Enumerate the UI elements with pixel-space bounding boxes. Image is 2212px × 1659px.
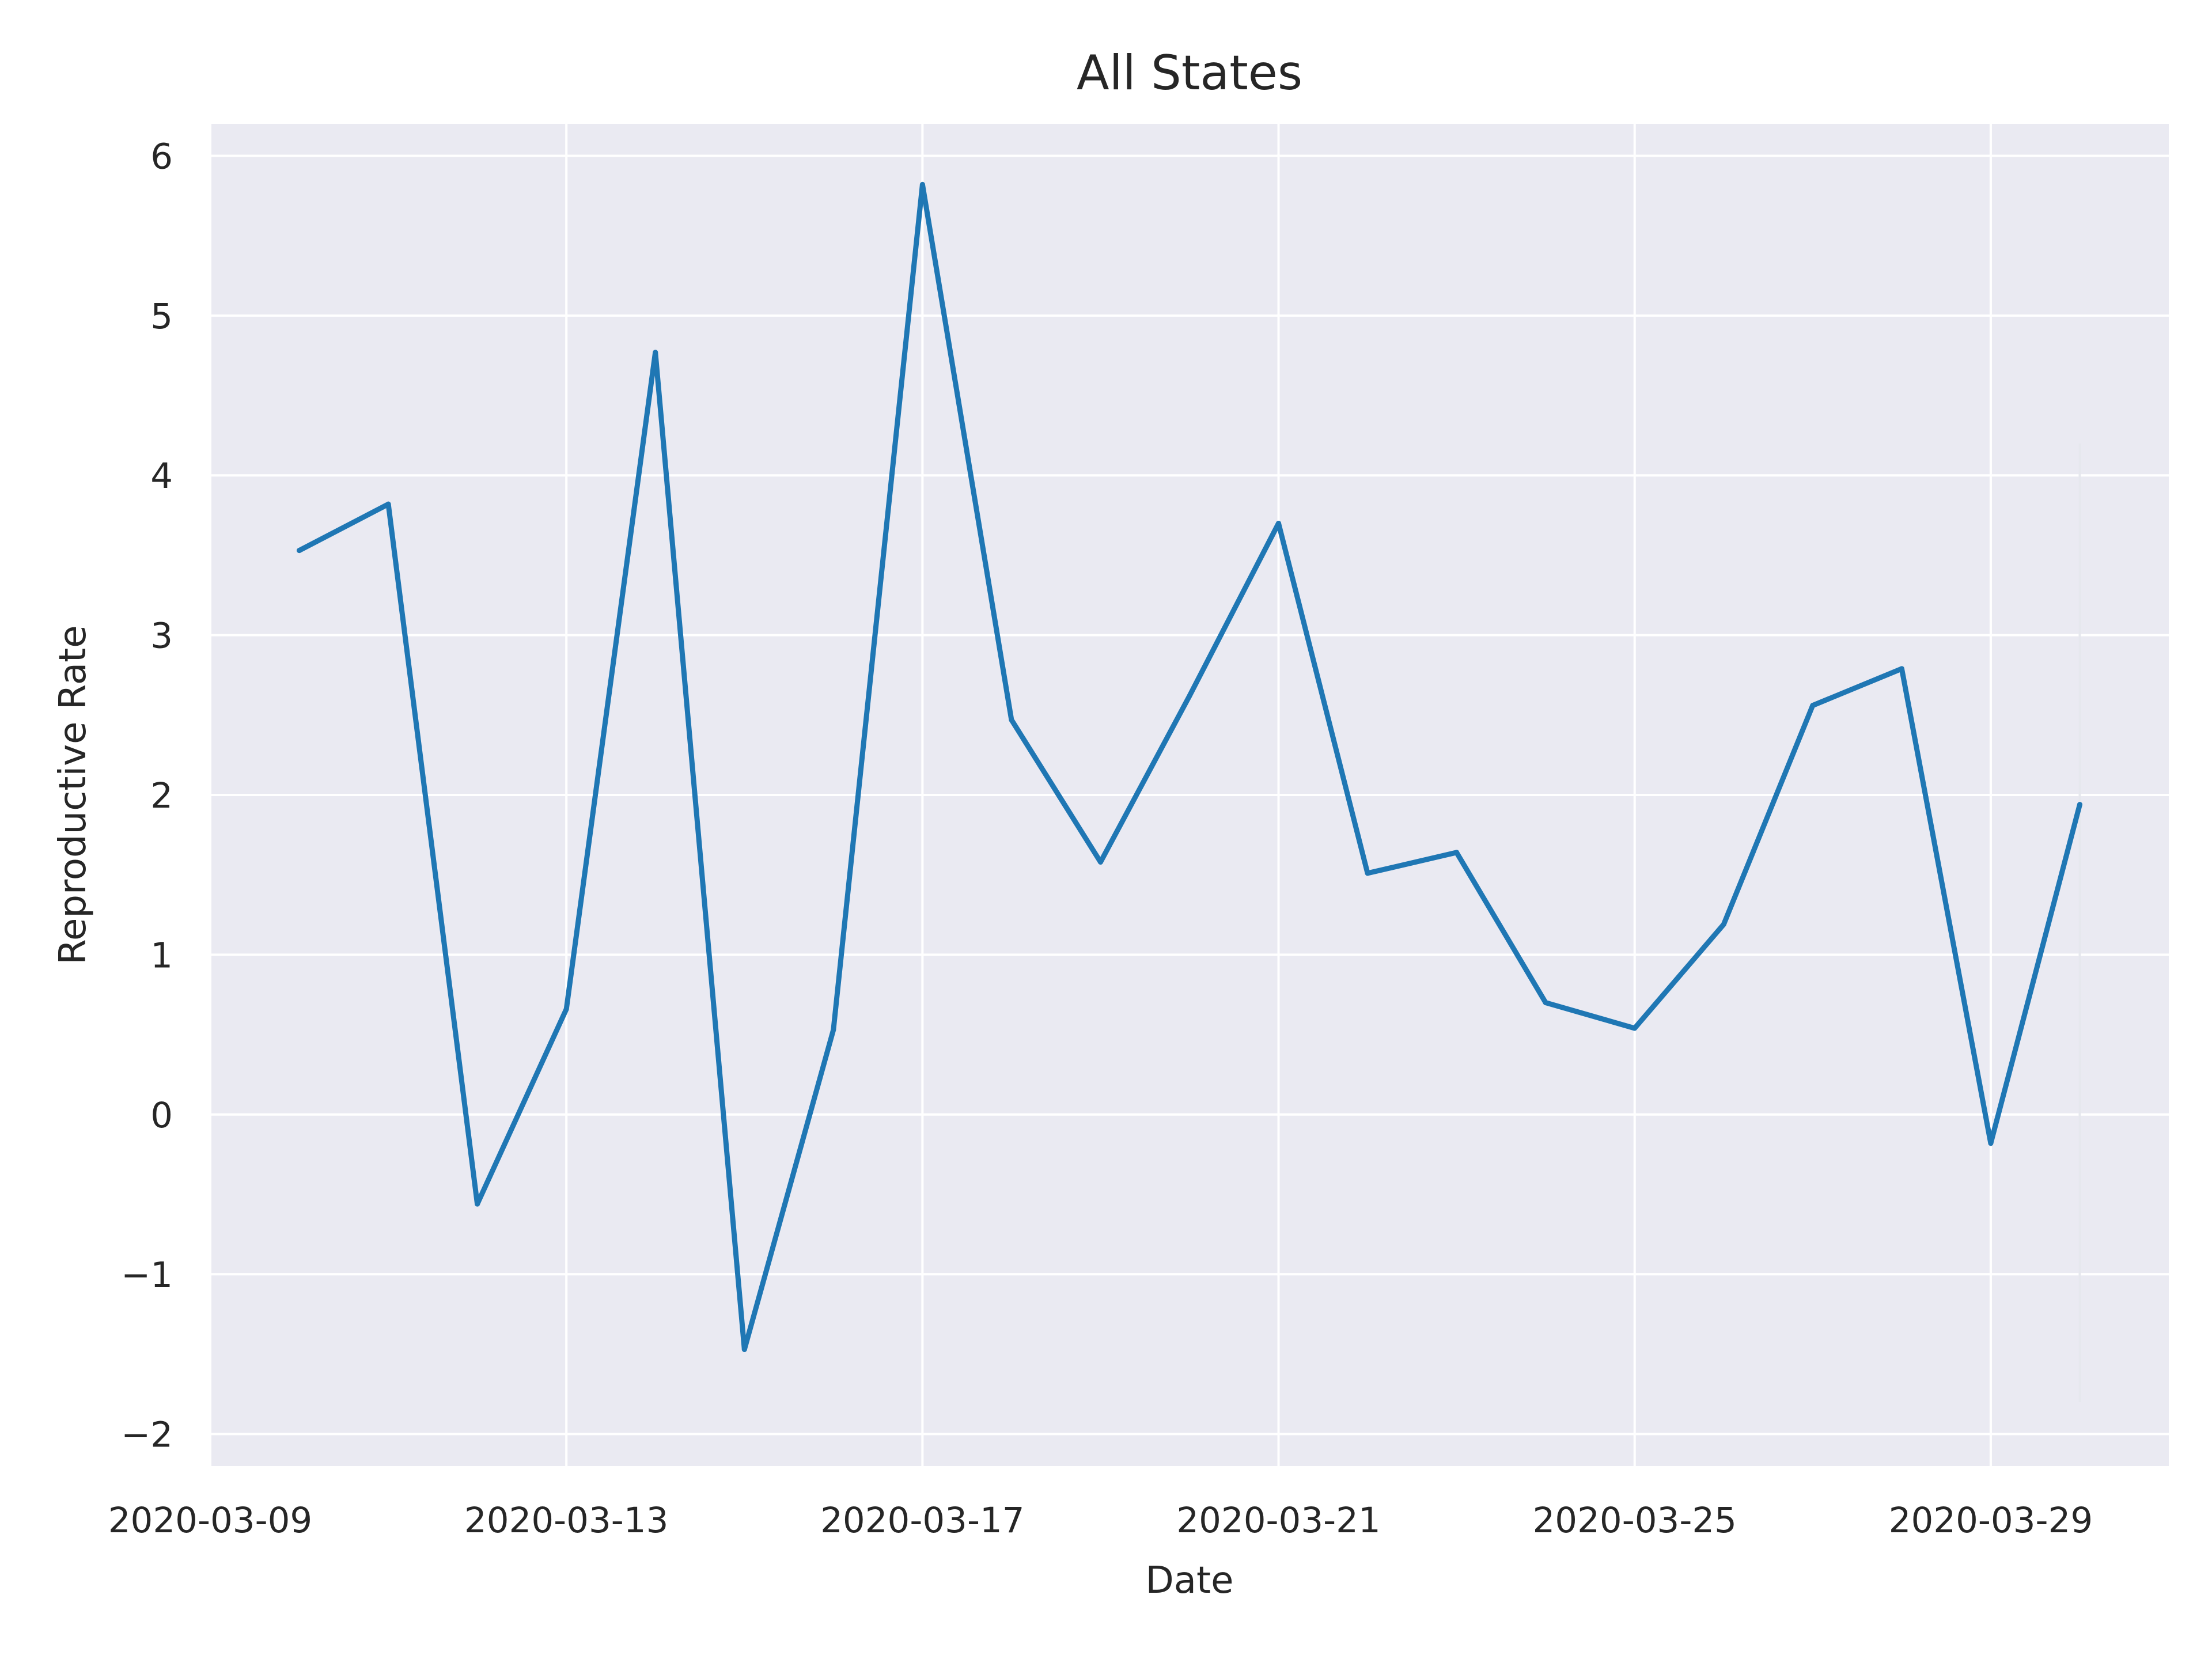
data-point (385, 501, 391, 507)
y-tick-label: 2 (150, 775, 173, 816)
x-tick-label: 2020-03-25 (1532, 1500, 1737, 1541)
data-point (741, 1347, 747, 1353)
data-point (297, 548, 302, 554)
y-tick-label: −2 (121, 1415, 173, 1456)
data-point (1721, 922, 1726, 927)
data-point (2077, 802, 2082, 808)
data-point (1899, 666, 1904, 672)
data-point (1276, 520, 1282, 526)
grid (209, 124, 2169, 1466)
x-tick-label: 2020-03-09 (108, 1500, 313, 1541)
data-point (1365, 870, 1370, 876)
data-point (1810, 703, 1816, 709)
data-point (1632, 1025, 1638, 1031)
chart-title: All States (1077, 45, 1302, 101)
y-tick-label: 0 (150, 1095, 173, 1136)
x-tick-label: 2020-03-29 (1889, 1500, 2093, 1541)
data-point (475, 1201, 480, 1207)
data-point (831, 1027, 836, 1033)
x-tick-label: 2020-03-21 (1176, 1500, 1381, 1541)
y-tick-labels: −2 −1 0 1 2 3 4 5 6 (121, 136, 173, 1455)
y-tick-label: 4 (150, 456, 173, 497)
data-point (1187, 693, 1192, 699)
data-point (1988, 1141, 1994, 1146)
y-axis-label: Reproductive Rate (52, 625, 94, 964)
data-point (1097, 859, 1103, 865)
x-axis-label: Date (1146, 1559, 1234, 1602)
y-tick-label: 5 (150, 296, 173, 337)
x-tick-labels: 2020-03-09 2020-03-13 2020-03-17 2020-03-21… (108, 1500, 2093, 1541)
y-tick-label: −1 (121, 1255, 173, 1296)
x-tick-label: 2020-03-13 (464, 1500, 669, 1541)
data-point (1454, 850, 1460, 855)
y-tick-label: 6 (150, 136, 173, 177)
data-point (1009, 717, 1014, 723)
y-tick-label: 3 (150, 616, 173, 657)
x-tick-label: 2020-03-17 (820, 1500, 1025, 1541)
data-point (919, 181, 925, 187)
y-tick-label: 1 (150, 935, 173, 976)
data-point (1543, 1000, 1548, 1006)
data-point (563, 1006, 569, 1012)
series-points (297, 181, 2082, 1353)
data-point (653, 350, 658, 355)
